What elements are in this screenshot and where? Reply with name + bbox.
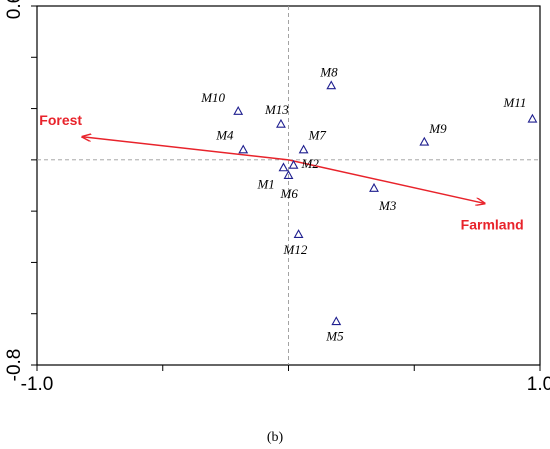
point-m11 xyxy=(527,113,538,123)
point-label-m6: M6 xyxy=(280,186,299,201)
point-label-m10: M10 xyxy=(200,90,225,105)
point-label-m4: M4 xyxy=(215,128,234,143)
point-label-m12: M12 xyxy=(283,242,308,257)
data-points: M1 M2 M3 M4 M5 M6 M7 M8 M9 M10 M11 M12 M13 xyxy=(200,64,538,343)
point-label-m11: M11 xyxy=(502,95,526,110)
axis-labels: -1.0 1.0 0.6 -0.8 xyxy=(4,0,550,395)
point-m1 xyxy=(278,162,289,172)
reference-lines xyxy=(37,6,540,365)
point-label-m8: M8 xyxy=(319,64,338,79)
point-label-m9: M9 xyxy=(428,121,447,136)
x-tick-label-1: 1.0 xyxy=(527,374,550,395)
farmland-arrow xyxy=(288,159,485,204)
point-m4 xyxy=(238,144,249,154)
point-m13 xyxy=(276,118,286,128)
figure-caption: (b) xyxy=(267,430,284,445)
farmland-label: Farmland xyxy=(461,216,524,232)
x-tick-label-0: -1.0 xyxy=(21,374,54,395)
point-m8 xyxy=(326,80,337,90)
point-label-m2: M2 xyxy=(301,156,320,171)
point-m3 xyxy=(369,182,379,192)
point-m6 xyxy=(283,170,294,179)
forest-arrow xyxy=(82,137,289,161)
forest-label: Forest xyxy=(39,112,82,128)
point-m12 xyxy=(293,229,304,238)
point-m5 xyxy=(331,316,342,326)
y-tick-label-0: 0.6 xyxy=(4,0,25,19)
point-label-m3: M3 xyxy=(378,198,397,213)
y-tick-label-1: -0.8 xyxy=(4,349,25,382)
point-label-m7: M7 xyxy=(308,128,327,143)
point-label-m1: M1 xyxy=(256,177,274,192)
point-m7 xyxy=(298,144,309,154)
axis-ticks xyxy=(31,5,541,371)
point-m2 xyxy=(288,159,299,169)
vector-arrows: Forest Farmland xyxy=(39,112,523,233)
point-m10 xyxy=(233,106,244,115)
point-label-m13: M13 xyxy=(264,102,289,117)
point-m9 xyxy=(419,136,430,146)
point-label-m5: M5 xyxy=(325,328,344,343)
